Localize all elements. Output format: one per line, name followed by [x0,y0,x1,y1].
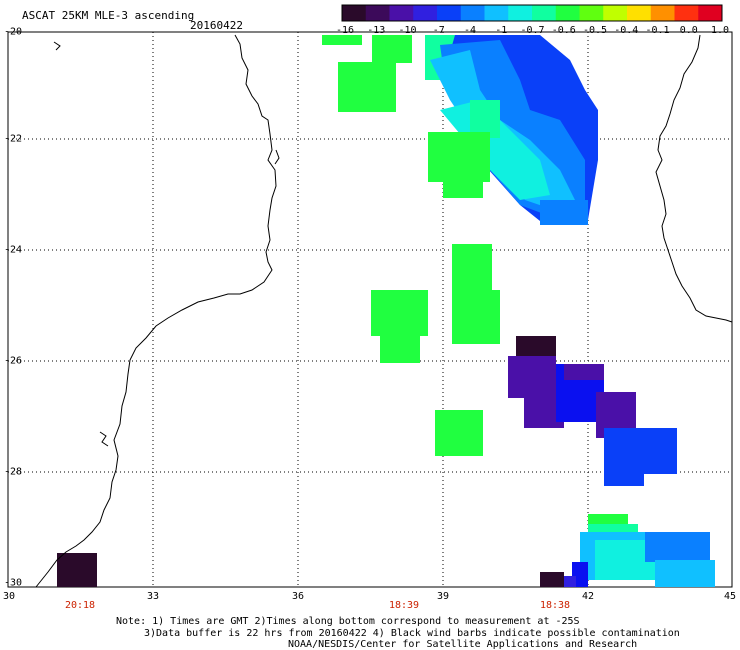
lat-label: -24 [4,244,23,256]
colorbar-swatch [579,5,604,21]
pass-time-label: 18:39 [388,600,420,611]
colorbar-label: -0.5 [582,25,608,36]
coastline [35,34,733,588]
colorbar-swatch [389,5,414,21]
colorbar-swatch [437,5,462,21]
note-line-3: NOAA/NESDIS/Center for Satellite Applica… [288,639,638,650]
lat-label: -30 [4,577,23,589]
lat-label: -20 [4,26,23,38]
colorbar-label: -0.4 [614,25,639,36]
wind-data-cells [57,35,715,587]
lat-label: -22 [4,133,23,145]
colorbar-swatch [603,5,628,21]
colorbar-label: -0.1 [645,25,670,36]
colorbar-label: -7 [432,25,445,36]
colorbar [342,5,723,21]
colorbar-swatch [532,5,557,21]
colorbar-swatch [698,5,723,21]
colorbar-swatch [555,5,580,21]
colorbar-swatch [508,5,533,21]
lat-label: -28 [4,466,23,478]
colorbar-swatch [413,5,438,21]
colorbar-label: 1.0 [710,25,730,36]
lon-label: 42 [581,591,595,602]
pass-time-label: 18:38 [539,600,571,611]
colorbar-labels: -16 -13 -10 -7 -4 -1 -0.7 -0.6 -0.5 -0.4 -0.1 0.0 1.… [0,25,740,37]
lon-label: 36 [291,591,305,602]
lon-label: 39 [436,591,450,602]
colorbar-label: -0.6 [551,25,576,36]
colorbar-label: -0.7 [520,25,545,36]
colorbar-label: -16 [335,25,355,36]
colorbar-swatch [365,5,390,21]
note-line-2: 3)Data buffer is 22 hrs from 20160422 4)… [144,628,680,639]
colorbar-label: 0.0 [679,25,698,36]
map-title: ASCAT 25KM MLE-3 ascending [22,9,195,22]
lat-label: -26 [4,355,23,367]
lon-label: 30 [2,591,16,602]
colorbar-swatch [342,5,367,21]
colorbar-swatch [627,5,652,21]
map-frame [7,31,733,588]
colorbar-swatch [484,5,509,21]
map-date: 20160422 [190,19,243,32]
grid [8,32,732,587]
note-line-1: Note: 1) Times are GMT 2)Times along bot… [116,616,580,627]
colorbar-frame [341,4,723,22]
pass-time-label: 20:18 [64,600,96,611]
lon-label: 33 [146,591,160,602]
colorbar-swatch [674,5,699,21]
colorbar-label: -10 [398,25,417,36]
lon-label: 45 [723,591,737,602]
colorbar-label: -13 [367,25,386,36]
colorbar-label: -1 [495,25,508,36]
colorbar-swatch [650,5,675,21]
colorbar-swatch [460,5,485,21]
colorbar-label: -4 [463,25,477,36]
